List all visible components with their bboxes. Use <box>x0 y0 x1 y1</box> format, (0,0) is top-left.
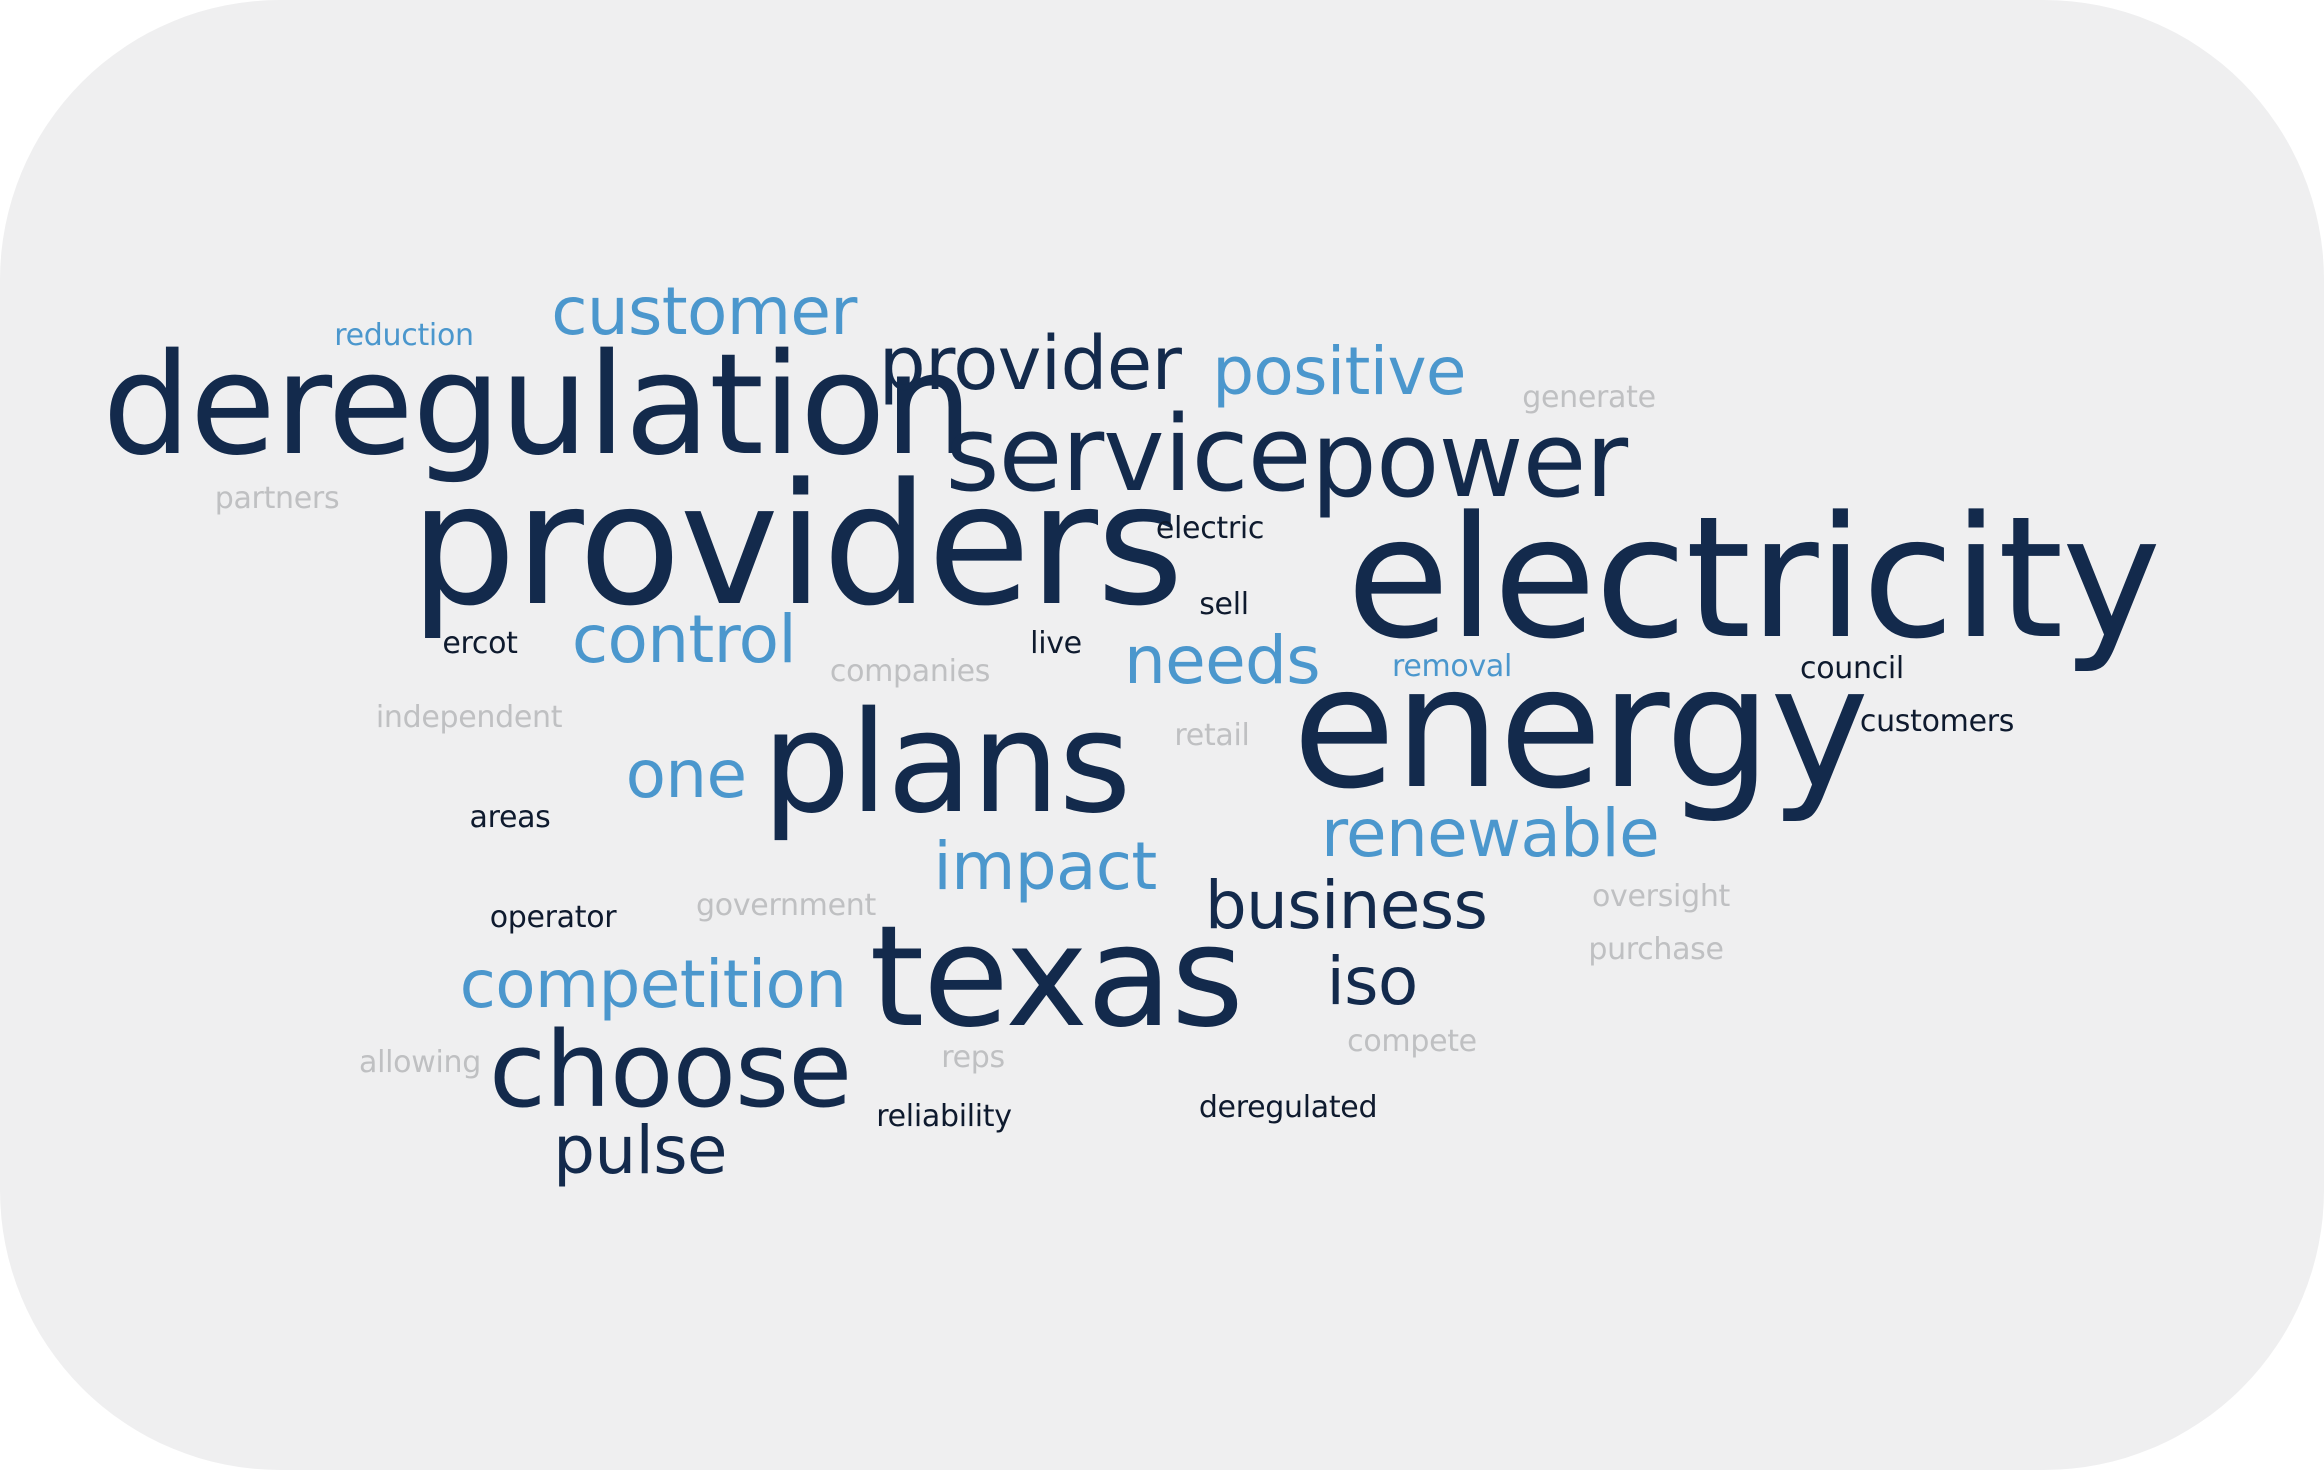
word-sell: sell <box>1199 587 1249 622</box>
word-removal: removal <box>1391 649 1513 684</box>
word-independent: independent <box>375 700 563 735</box>
word-live: live <box>1030 626 1082 661</box>
word-allowing: allowing <box>359 1045 481 1080</box>
word-power: power <box>1310 399 1628 521</box>
word-ercot: ercot <box>442 626 518 661</box>
word-control: control <box>571 601 797 678</box>
word-generate: generate <box>1522 380 1656 415</box>
word-pulse: pulse <box>553 1112 727 1189</box>
word-electric: electric <box>1155 511 1265 546</box>
word-business: business <box>1204 867 1488 944</box>
word-needs: needs <box>1123 622 1321 699</box>
word-areas: areas <box>469 800 551 835</box>
word-compete: compete <box>1347 1024 1477 1059</box>
word-reduction: reduction <box>334 318 474 353</box>
word-electricity: electricity <box>1346 480 2161 676</box>
word-companies: companies <box>829 654 991 689</box>
word-plans: plans <box>761 682 1132 845</box>
word-deregulation: deregulation <box>102 324 973 487</box>
word-renewable: renewable <box>1320 795 1660 872</box>
word-purchase: purchase <box>1588 932 1724 967</box>
word-impact: impact <box>933 828 1157 905</box>
word-provider: provider <box>878 321 1182 407</box>
word-choose: choose <box>488 1009 852 1131</box>
word-operator: operator <box>489 900 617 935</box>
word-providers: providers <box>409 447 1184 643</box>
word-positive: positive <box>1212 333 1466 410</box>
word-reps: reps <box>941 1040 1005 1075</box>
word-iso: iso <box>1326 943 1418 1020</box>
word-retail: retail <box>1174 718 1250 753</box>
word-competition: competition <box>459 946 848 1023</box>
word-customers: customers <box>1859 704 2015 739</box>
word-energy: energy <box>1292 630 1869 826</box>
word-reliability: reliability <box>876 1099 1012 1134</box>
word-partners: partners <box>214 481 340 516</box>
word-council: council <box>1800 651 1904 686</box>
word-oversight: oversight <box>1592 879 1730 914</box>
word-customer: customer <box>551 273 857 350</box>
word-government: government <box>696 888 876 923</box>
word-texas: texas <box>869 896 1244 1059</box>
word-deregulated: deregulated <box>1198 1090 1378 1125</box>
word-one: one <box>625 736 748 813</box>
word-service: service <box>945 393 1311 515</box>
